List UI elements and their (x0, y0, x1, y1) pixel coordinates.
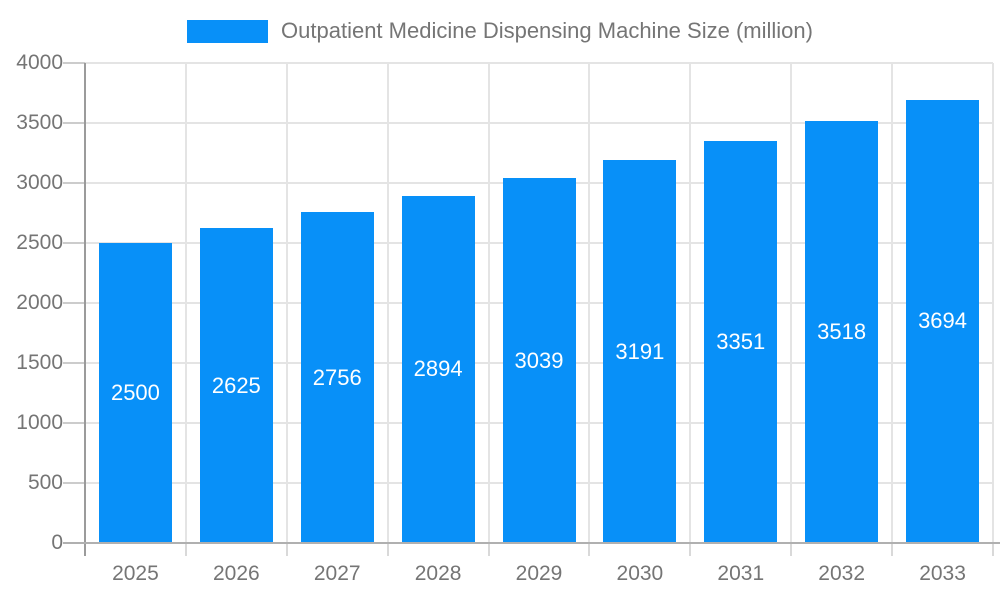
y-axis-tick-label: 2500 (16, 231, 63, 254)
y-axis-tick-label: 500 (27, 471, 63, 494)
x-axis-tick (184, 543, 187, 556)
bar-value-label: 2894 (413, 356, 463, 382)
y-axis-tick (63, 482, 85, 484)
gridline-vertical (386, 63, 389, 543)
x-axis-tick-label: 2027 (313, 562, 361, 585)
bar (199, 228, 273, 543)
x-axis-tick-label: 2029 (515, 562, 563, 585)
y-axis-tick-label: 1000 (16, 411, 63, 434)
y-axis-tick (63, 362, 85, 364)
gridline-vertical (184, 63, 187, 543)
x-axis-tick (588, 543, 591, 556)
gridline-vertical (487, 63, 490, 543)
x-axis-tick-label: 2032 (818, 562, 866, 585)
y-axis-tick-label: 2000 (16, 291, 63, 314)
bar (401, 195, 475, 543)
x-axis-tick (992, 543, 994, 556)
x-axis-tick-label: 2030 (616, 562, 664, 585)
gridline-vertical (891, 63, 894, 543)
x-axis-tick-label: 2026 (212, 562, 260, 585)
x-axis-tick (487, 543, 490, 556)
legend-swatch[interactable] (187, 19, 269, 43)
y-axis-tick (63, 422, 85, 424)
bar-value-label: 2756 (312, 364, 362, 390)
gridline-horizontal (85, 62, 993, 64)
y-axis-tick (63, 182, 85, 184)
gridline-vertical (689, 63, 692, 543)
bar-value-label: 3518 (817, 318, 867, 344)
x-axis-tick (689, 543, 692, 556)
chart-legend[interactable]: Outpatient Medicine Dispensing Machine S… (0, 14, 1000, 48)
bar-value-label: 2500 (110, 380, 160, 405)
gridline-horizontal (85, 122, 993, 124)
x-axis-tick (285, 543, 288, 556)
gridline-vertical (588, 63, 591, 543)
x-axis-tick-label: 2031 (717, 562, 765, 585)
y-axis-tick (63, 242, 85, 244)
x-axis-tick-label: 2033 (919, 562, 966, 585)
x-axis-tick-label: 2025 (112, 562, 159, 585)
x-axis-tick-label: 2028 (414, 562, 462, 585)
y-axis-tick-label: 4000 (16, 51, 63, 74)
y-axis-tick (63, 122, 85, 124)
bar (502, 178, 576, 543)
x-axis-tick (790, 543, 793, 556)
legend-label[interactable]: Outpatient Medicine Dispensing Machine S… (281, 18, 813, 43)
bar-value-label: 3039 (514, 347, 564, 373)
y-axis-tick-label: 3000 (16, 171, 63, 194)
bar (906, 99, 980, 543)
y-axis-tick-label: 3500 (16, 111, 63, 134)
y-axis-tick (63, 302, 85, 304)
gridline-vertical (285, 63, 288, 543)
bar (300, 212, 374, 543)
bar (98, 243, 172, 543)
gridline-vertical (790, 63, 793, 543)
bar (704, 140, 778, 543)
bar-value-label: 3694 (918, 308, 968, 334)
x-axis-line (63, 542, 1000, 544)
y-axis-tick-label: 1500 (16, 351, 63, 374)
gridline-vertical (992, 63, 994, 543)
bar-value-label: 3351 (716, 328, 766, 354)
y-axis-tick-label: 0 (51, 531, 63, 554)
y-axis-line (84, 63, 86, 556)
bar (805, 120, 879, 543)
x-axis-tick (891, 543, 894, 556)
bar-value-label: 2625 (211, 372, 261, 398)
y-axis-tick (63, 62, 85, 64)
x-axis-tick (386, 543, 389, 556)
bar (603, 160, 677, 543)
bar-value-label: 3191 (615, 338, 665, 364)
